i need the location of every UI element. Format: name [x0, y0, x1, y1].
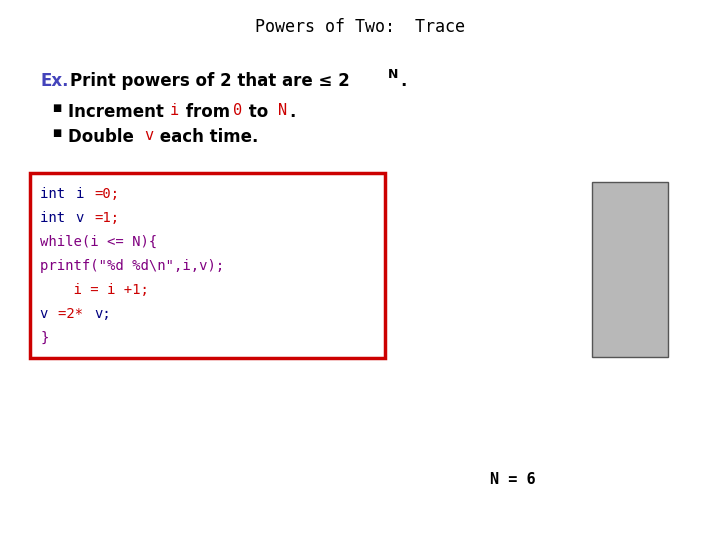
- Text: N: N: [388, 68, 398, 81]
- Text: N = 6: N = 6: [490, 472, 536, 487]
- Text: Powers of Two:  Trace: Powers of Two: Trace: [255, 18, 465, 36]
- Text: Double: Double: [68, 128, 140, 146]
- Text: i: i: [76, 187, 93, 201]
- Text: v: v: [76, 211, 93, 225]
- Text: =1;: =1;: [94, 211, 119, 225]
- Text: .: .: [400, 72, 406, 90]
- Text: to: to: [243, 103, 274, 121]
- Text: N: N: [278, 103, 287, 118]
- Text: =2*: =2*: [58, 307, 91, 321]
- Text: .: .: [289, 103, 295, 121]
- Text: int: int: [40, 211, 73, 225]
- Text: v: v: [144, 128, 153, 143]
- Bar: [30, 173, 385, 358]
- Text: }: }: [40, 331, 48, 345]
- Text: 0: 0: [233, 103, 242, 118]
- Text: while(i <= N){: while(i <= N){: [40, 235, 157, 249]
- Bar: [592, 182, 668, 357]
- Text: printf("%d %d\n",i,v);: printf("%d %d\n",i,v);: [40, 259, 224, 273]
- Text: v;: v;: [94, 307, 111, 321]
- Text: v: v: [40, 307, 57, 321]
- Text: each time.: each time.: [154, 128, 258, 146]
- Text: Ex.: Ex.: [40, 72, 68, 90]
- Text: ■: ■: [52, 103, 61, 113]
- Text: int: int: [40, 187, 73, 201]
- Text: i = i +1;: i = i +1;: [40, 283, 149, 297]
- Text: ■: ■: [52, 128, 61, 138]
- Text: from: from: [180, 103, 236, 121]
- Text: Increment: Increment: [68, 103, 170, 121]
- Text: i: i: [170, 103, 179, 118]
- Text: =0;: =0;: [94, 187, 119, 201]
- Text: Print powers of 2 that are ≤ 2: Print powers of 2 that are ≤ 2: [70, 72, 350, 90]
